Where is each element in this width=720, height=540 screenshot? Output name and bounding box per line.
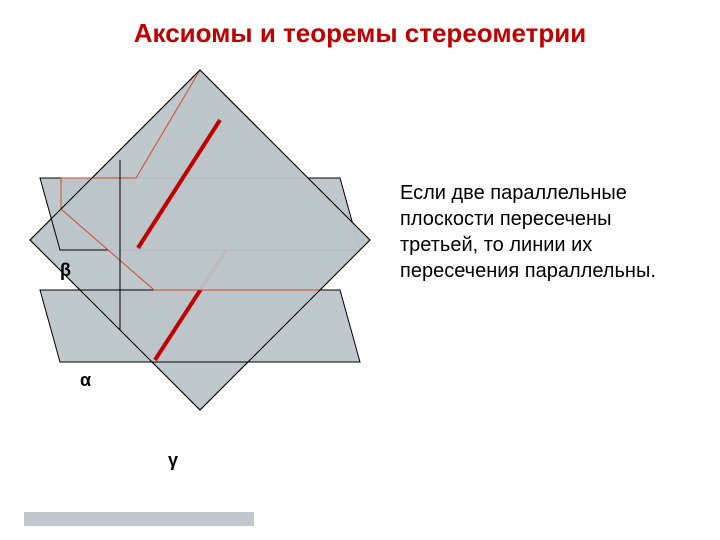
theorem-text: Если две параллельные плоскости пересече…: [400, 180, 690, 284]
planes-diagram: [20, 60, 400, 520]
slide-title: Аксиомы и теоремы стереометрии: [0, 18, 720, 49]
footer-accent: [24, 512, 254, 526]
label-beta: β: [60, 260, 71, 281]
label-alpha: α: [80, 370, 91, 391]
label-gamma: γ: [168, 450, 178, 471]
plane-alpha: [40, 290, 360, 362]
slide: Аксиомы и теоремы стереометрии Если две …: [0, 0, 720, 540]
